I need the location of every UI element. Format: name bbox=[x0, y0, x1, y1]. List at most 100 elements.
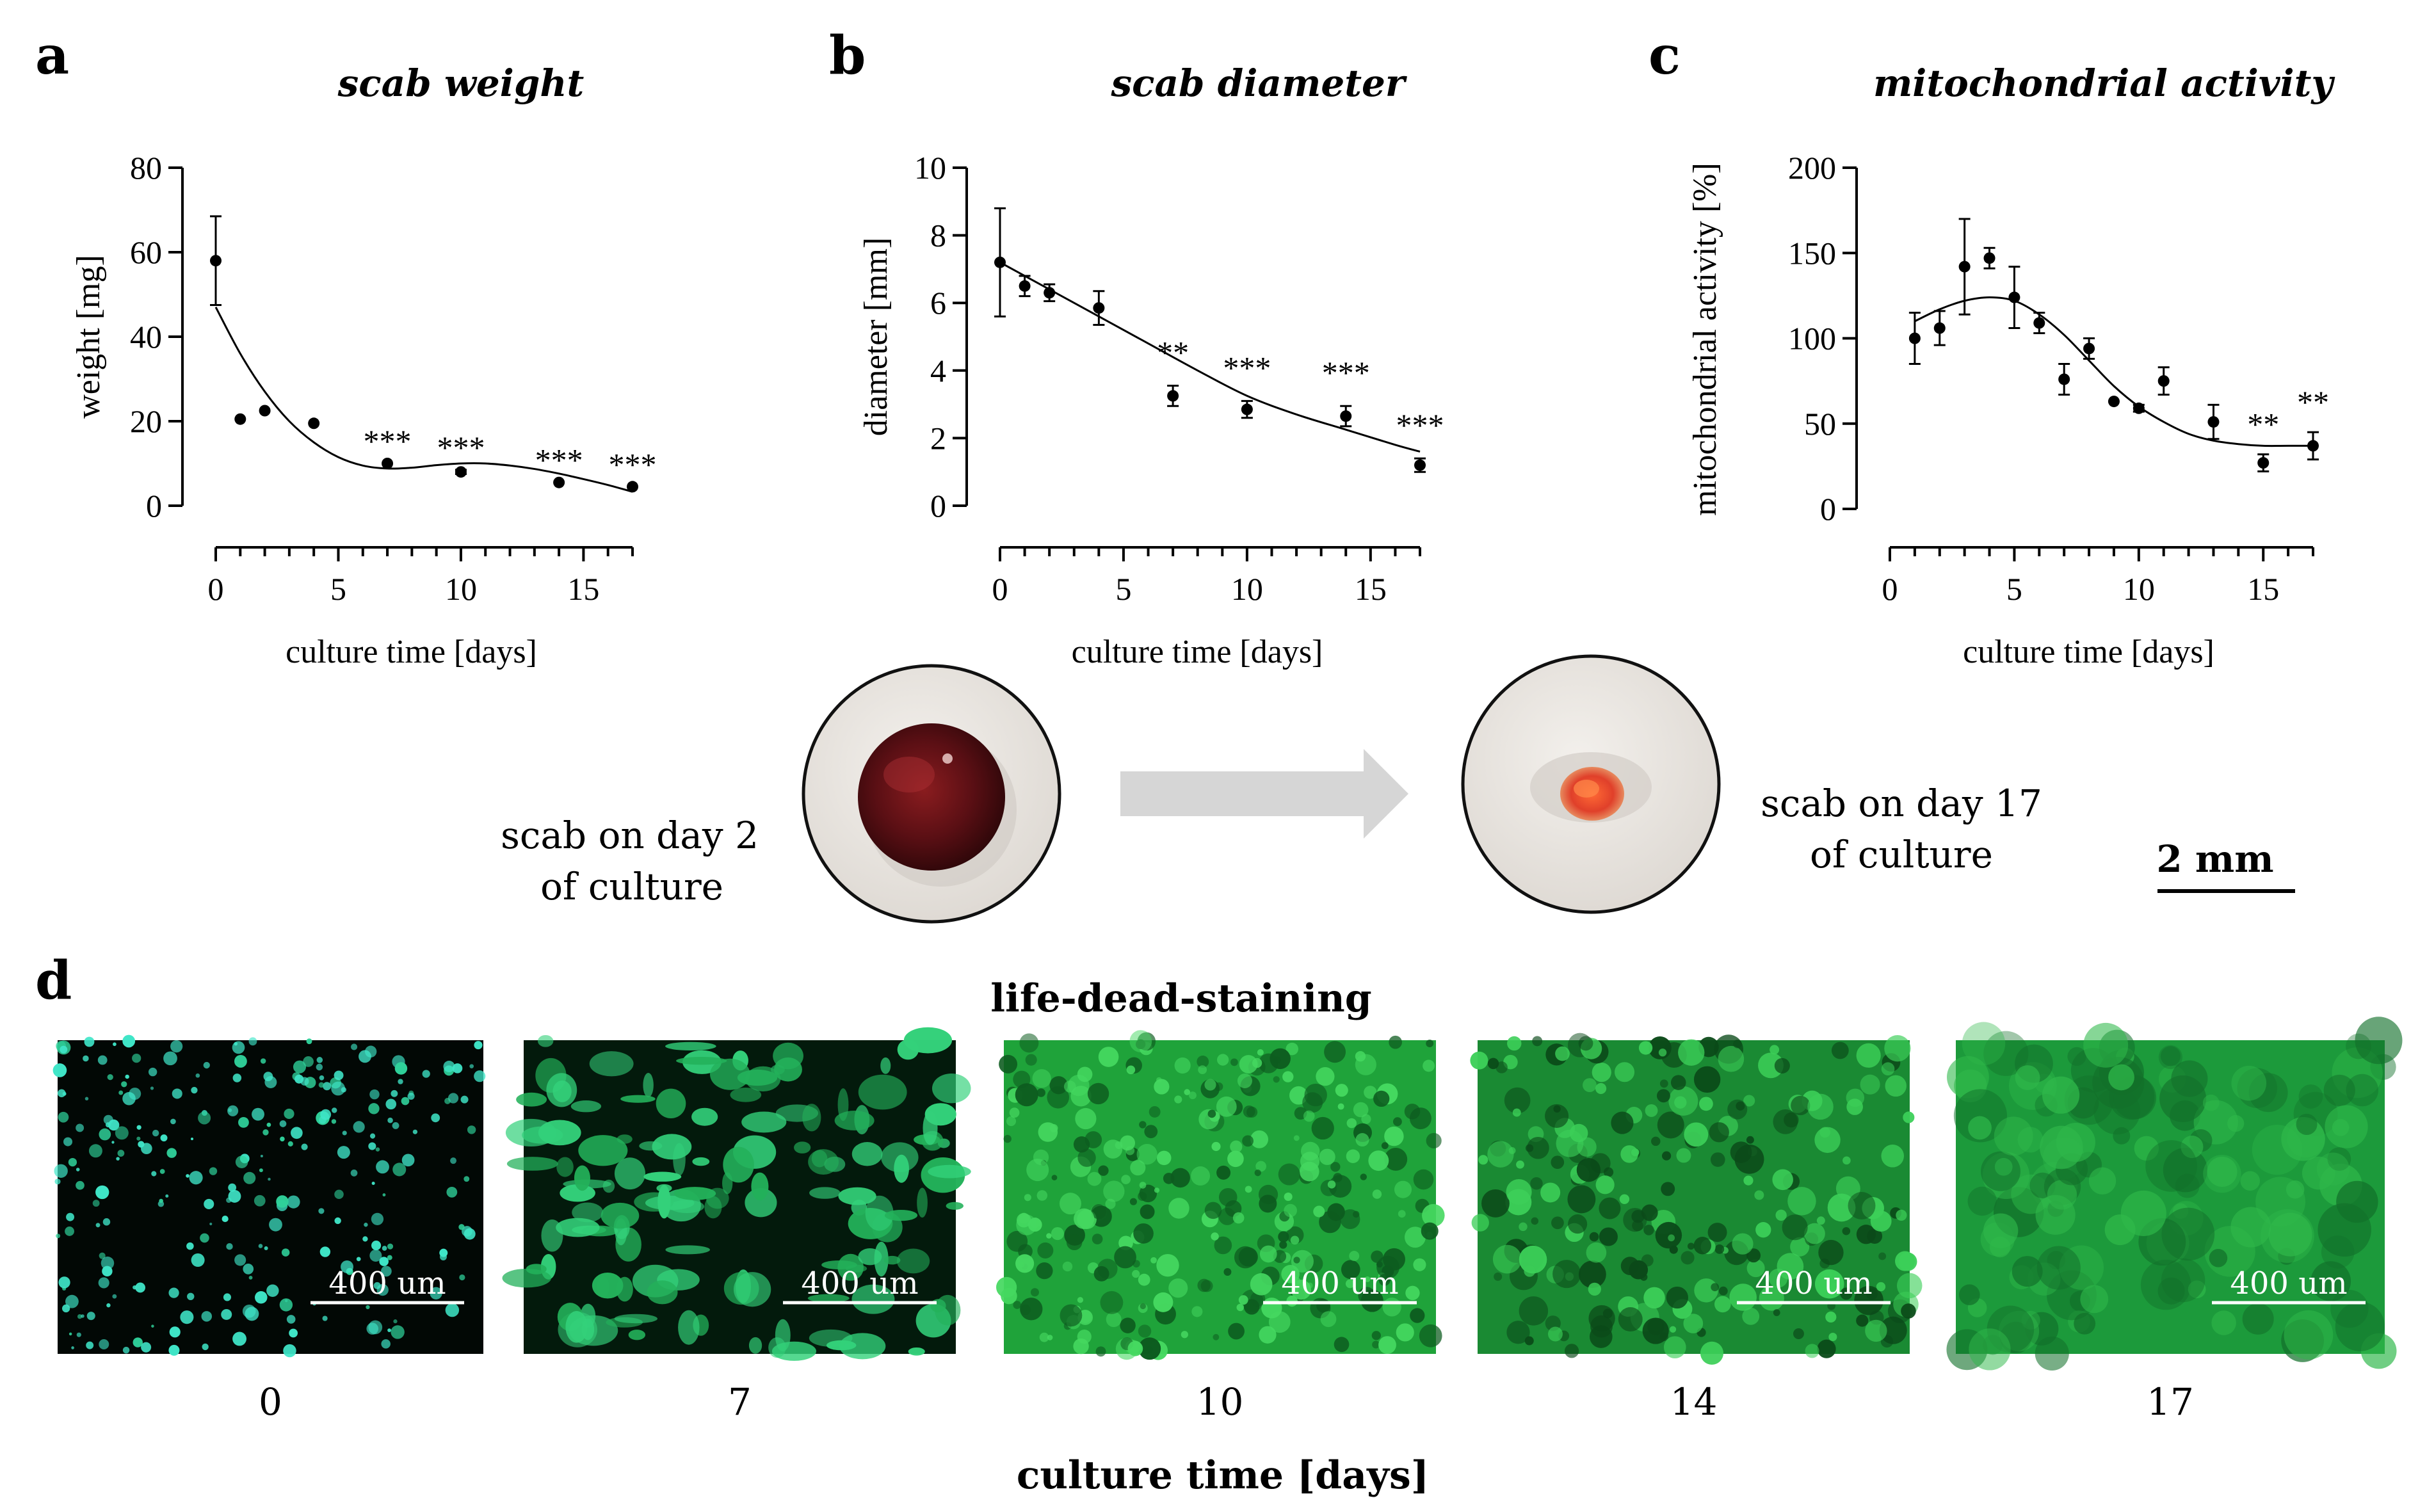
cell-texture bbox=[1346, 1149, 1360, 1163]
cell-texture bbox=[2330, 1289, 2369, 1328]
cell-texture bbox=[1286, 1042, 1299, 1056]
cell-texture bbox=[2036, 1246, 2081, 1290]
panel-letter-a: a bbox=[35, 25, 69, 86]
cell-texture bbox=[1567, 1185, 1596, 1214]
cell-dot bbox=[203, 1061, 210, 1069]
y-tick-label: 100 bbox=[1788, 321, 1836, 357]
cell-texture bbox=[1204, 1202, 1222, 1219]
cell-dot bbox=[281, 1248, 290, 1257]
cell-dot bbox=[103, 1114, 113, 1125]
cell-texture bbox=[1842, 1156, 1851, 1165]
cell-dot bbox=[469, 1064, 474, 1068]
cell-texture bbox=[1419, 1324, 1442, 1347]
cell-cluster bbox=[537, 1034, 554, 1047]
cell-texture bbox=[1676, 1148, 1691, 1163]
cell-dot bbox=[122, 1346, 130, 1354]
cell-dot bbox=[446, 1186, 458, 1198]
cell-dot bbox=[68, 1157, 77, 1167]
cell-cluster bbox=[821, 1260, 857, 1269]
cell-texture bbox=[1372, 1189, 1382, 1199]
cell-texture bbox=[1197, 1056, 1209, 1068]
cell-texture bbox=[1168, 1278, 1188, 1298]
cell-dot bbox=[136, 1136, 141, 1141]
cell-texture bbox=[2248, 1073, 2288, 1113]
cell-dot bbox=[201, 1311, 213, 1322]
cell-dot bbox=[133, 1337, 143, 1347]
cell-cluster bbox=[692, 1157, 710, 1166]
cell-dot bbox=[97, 1055, 108, 1065]
data-point bbox=[1983, 252, 1996, 264]
cell-texture bbox=[1290, 1235, 1300, 1245]
cell-texture bbox=[1170, 1168, 1190, 1188]
cell-texture bbox=[1825, 1311, 1837, 1323]
cell-dot bbox=[391, 1325, 405, 1339]
y-tick-label: 40 bbox=[130, 319, 162, 355]
cell-texture bbox=[1103, 1139, 1123, 1159]
cell-dot bbox=[262, 1129, 269, 1136]
cell-texture bbox=[1494, 1272, 1503, 1281]
cell-dot bbox=[151, 1171, 157, 1177]
cell-dot bbox=[371, 1212, 384, 1225]
cell-dot bbox=[276, 1195, 289, 1208]
cell-texture bbox=[2346, 1033, 2371, 1059]
cell-dot bbox=[351, 1043, 358, 1050]
cell-texture bbox=[1300, 1152, 1319, 1171]
cell-dot bbox=[334, 1189, 344, 1200]
data-point bbox=[308, 417, 320, 430]
cell-texture bbox=[1140, 1303, 1146, 1310]
cell-texture bbox=[1768, 1268, 1788, 1288]
data-point bbox=[210, 255, 222, 267]
cell-texture bbox=[1666, 1286, 1688, 1309]
cell-texture bbox=[1059, 1193, 1081, 1215]
cell-dot bbox=[331, 1107, 337, 1113]
data-point bbox=[2108, 396, 2120, 408]
cell-dot bbox=[356, 1257, 361, 1262]
cell-texture bbox=[1214, 1082, 1223, 1091]
cell-texture bbox=[1129, 1198, 1137, 1205]
cell-texture bbox=[2080, 1285, 2109, 1314]
cell-texture bbox=[1655, 1221, 1682, 1249]
cell-dot bbox=[300, 1077, 309, 1086]
cell-texture bbox=[1330, 1162, 1341, 1172]
cell-texture bbox=[1718, 1045, 1745, 1072]
cell-dot bbox=[371, 1182, 375, 1186]
cell-texture bbox=[1551, 1216, 1564, 1230]
cell-texture bbox=[1114, 1246, 1136, 1269]
cell-texture bbox=[1668, 1234, 1675, 1242]
chart-mitochondrial-activity: mitochondrial activity 0 50 100 150 200 0 5 10 15… bbox=[1687, 61, 2335, 670]
cell-dot bbox=[369, 1133, 376, 1139]
cell-texture bbox=[1651, 1136, 1661, 1146]
cell-texture bbox=[1282, 1071, 1294, 1082]
cell-texture bbox=[2286, 1180, 2305, 1199]
cell-texture bbox=[1901, 1303, 1916, 1319]
cell-texture bbox=[1492, 1244, 1522, 1274]
cell-texture bbox=[1133, 1260, 1140, 1268]
cell-texture bbox=[1268, 1311, 1291, 1333]
cell-texture bbox=[1047, 1086, 1069, 1109]
cell-texture bbox=[1341, 1260, 1360, 1280]
fit-curve bbox=[999, 261, 1421, 453]
cell-texture bbox=[1243, 1105, 1255, 1118]
cell-dot bbox=[266, 1284, 279, 1297]
cell-cluster bbox=[589, 1051, 634, 1077]
cell-dot bbox=[366, 1305, 370, 1310]
cell-dot bbox=[316, 1063, 323, 1071]
cell-texture bbox=[1895, 1251, 1915, 1271]
cell-cluster bbox=[851, 1142, 883, 1166]
cell-texture bbox=[1255, 1161, 1266, 1172]
cell-cluster bbox=[858, 1074, 907, 1110]
cell-dot bbox=[264, 1246, 268, 1250]
cell-texture bbox=[1413, 1258, 1426, 1271]
cell-dot bbox=[260, 1058, 266, 1064]
chart-scab-weight: scab weight 0 20 40 60 80 0 5 10 15 culture time [… bbox=[70, 61, 657, 670]
cell-dot bbox=[222, 1215, 229, 1223]
data-point bbox=[1019, 280, 1031, 292]
y-axis-label: weight [mg] bbox=[70, 255, 107, 419]
cell-texture bbox=[1540, 1182, 1561, 1203]
cell-texture bbox=[1074, 1208, 1095, 1229]
cell-texture bbox=[2042, 1076, 2080, 1114]
cell-texture bbox=[1693, 1237, 1711, 1255]
cell-texture bbox=[1828, 1332, 1837, 1342]
cell-texture bbox=[1291, 1250, 1314, 1273]
x-tick-label: 10 bbox=[2123, 571, 2155, 607]
